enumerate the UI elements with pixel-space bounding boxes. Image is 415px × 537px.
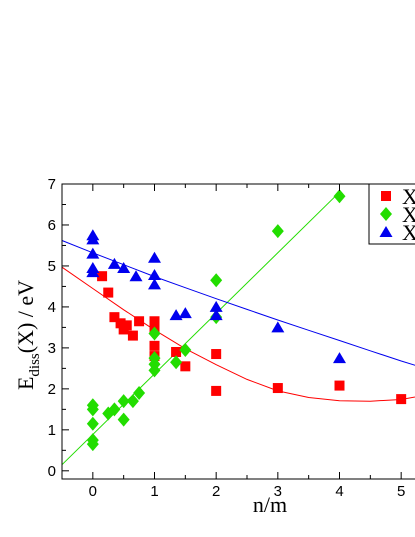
y-tick-label: 2 <box>48 381 56 398</box>
diamond-point-6 <box>108 402 121 417</box>
diamond-point-8 <box>117 412 130 427</box>
legend-label-diamond: X <box>402 202 415 227</box>
y-tick-label: 4 <box>48 299 56 316</box>
triangle-point-15 <box>271 321 285 333</box>
diamond-point-16 <box>179 342 192 357</box>
diamond-point-17 <box>210 273 223 288</box>
square-point-16 <box>272 383 283 394</box>
x-tick-label: 5 <box>397 483 405 500</box>
square-point-0 <box>97 271 108 282</box>
triangle-point-13 <box>209 300 223 312</box>
x-axis-ticks: 0 1 2 3 4 5 <box>61 184 405 500</box>
triangle-point-1 <box>86 233 100 245</box>
diamond-point-20 <box>333 189 346 204</box>
diamond-point-9 <box>126 394 139 409</box>
y-tick-label: 1 <box>48 422 56 439</box>
triangle-point-7 <box>129 270 143 282</box>
triangle-point-14 <box>209 309 223 321</box>
square-point-1 <box>103 287 114 298</box>
square-point-17 <box>334 380 345 391</box>
diamond-point-10 <box>133 385 146 400</box>
square-point-18 <box>396 394 407 405</box>
y-tick-label: 3 <box>48 340 56 357</box>
fit-line-square <box>61 266 415 402</box>
x-tick-label: 3 <box>274 483 282 500</box>
legend-label-triangle: X <box>402 220 415 245</box>
square-point-6 <box>127 330 138 341</box>
diamond-point-1 <box>86 402 99 417</box>
diamond-point-4 <box>86 437 99 452</box>
y-axis-ticks: 0 1 2 3 4 5 6 7 <box>48 176 69 480</box>
triangle-point-6 <box>117 261 131 273</box>
triangle-point-2 <box>86 247 100 259</box>
square-point-10 <box>149 340 160 351</box>
y-axis-label: Ediss(X) / eV <box>13 280 43 390</box>
square-point-13 <box>180 361 191 372</box>
diamond-point-11 <box>148 326 161 341</box>
x-tick-label: 2 <box>212 483 220 500</box>
diamond-point-19 <box>271 224 284 239</box>
triangle-point-10 <box>148 278 161 290</box>
diamond-point-2 <box>86 416 99 431</box>
x-tick-label: 0 <box>89 483 97 500</box>
y-tick-label: 7 <box>48 176 56 193</box>
triangle-point-16 <box>333 352 346 364</box>
diamond-point-15 <box>170 355 183 370</box>
legend-marker-triangle <box>379 226 393 237</box>
y-tick-label: 0 <box>48 463 56 480</box>
legend-label-square: X <box>402 184 415 209</box>
square-point-12 <box>171 346 182 357</box>
triangle-point-8 <box>148 251 161 263</box>
square-point-2 <box>109 312 120 323</box>
legend-marker-square <box>381 191 391 201</box>
y-tick-label: 5 <box>48 258 56 275</box>
square-point-5 <box>121 320 132 331</box>
triangle-point-11 <box>169 309 183 321</box>
fit-lines <box>61 191 415 466</box>
plot-frame <box>61 183 415 480</box>
diamond-point-14 <box>148 363 161 378</box>
square-point-7 <box>134 316 145 327</box>
square-point-15 <box>211 385 222 396</box>
fit-line-diamond <box>61 191 340 466</box>
x-tick-label: 4 <box>335 483 343 500</box>
square-point-3 <box>115 318 126 329</box>
x-axis-label: n/m <box>253 492 287 517</box>
square-point-14 <box>211 349 222 360</box>
data-points <box>86 189 407 452</box>
x-tick-label: 1 <box>150 483 158 500</box>
y-tick-label: 6 <box>48 217 56 234</box>
triangle-point-9 <box>148 268 161 280</box>
triangle-point-5 <box>107 257 121 269</box>
square-point-8 <box>149 316 160 327</box>
triangle-point-12 <box>178 307 192 319</box>
triangle-point-4 <box>86 266 100 278</box>
legend-items: XXX <box>379 184 415 245</box>
legend-marker-diamond <box>380 207 392 221</box>
diamond-point-7 <box>117 394 130 409</box>
legend: XXX <box>368 183 415 245</box>
